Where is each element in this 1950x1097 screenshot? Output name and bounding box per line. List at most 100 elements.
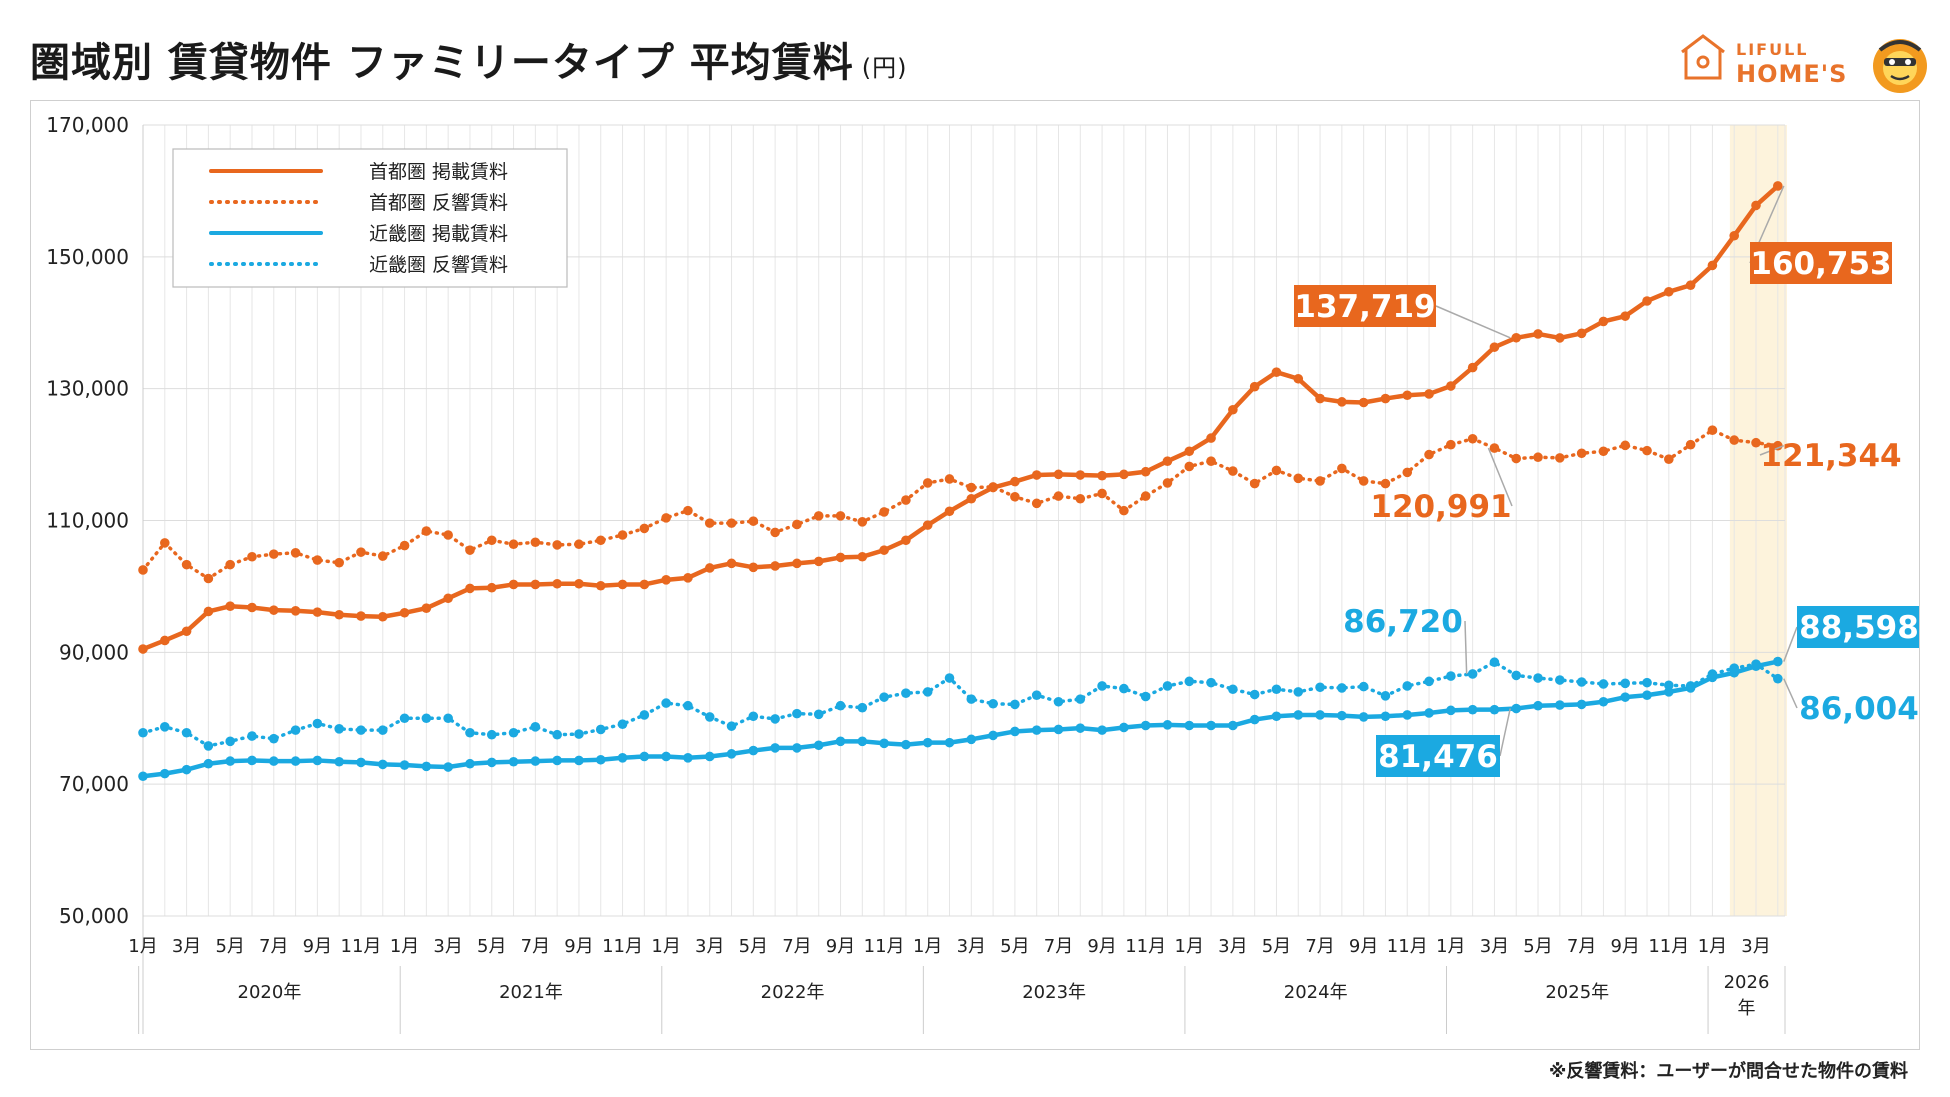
y-tick-label: 170,000 (46, 113, 129, 137)
data-point-series-2 (508, 756, 519, 767)
x-tick-label: 7月 (782, 936, 811, 957)
x-tick-label: 7月 (259, 936, 288, 957)
data-point-series-2 (1249, 714, 1260, 725)
x-tick-label: 11月 (1648, 936, 1689, 957)
data-point-series-1 (1467, 433, 1478, 444)
data-point-series-3 (465, 727, 475, 738)
data-point-series-1 (334, 557, 344, 568)
data-point-series-2 (704, 751, 715, 762)
data-point-series-1 (1075, 493, 1086, 504)
callout-label: 86,004 (1799, 691, 1919, 727)
data-point-series-2 (1075, 723, 1086, 733)
chart-frame: 50,000 70,000 90,000 110,000 130,000 150,000 1… (30, 100, 1920, 1050)
data-point-series-3 (748, 711, 759, 722)
data-point-series-3 (1380, 691, 1391, 701)
data-point-series-0 (421, 603, 432, 613)
data-point-series-3 (181, 727, 192, 738)
data-point-series-1 (1119, 505, 1129, 516)
data-point-series-1 (1620, 440, 1631, 451)
data-point-series-3 (879, 692, 889, 702)
data-point-series-2 (988, 730, 998, 741)
data-point-series-1 (1576, 448, 1587, 459)
x-tick-label: 9月 (303, 936, 332, 957)
legend-label: 首都圏 掲載賃料 (369, 161, 508, 183)
logo-line1: LIFULL (1736, 40, 1808, 59)
data-point-series-1 (683, 505, 693, 516)
data-point-series-2 (138, 771, 148, 782)
data-point-series-1 (595, 535, 606, 546)
data-point-series-3 (901, 688, 911, 699)
data-point-series-0 (1097, 470, 1107, 481)
data-point-series-2 (1598, 696, 1609, 707)
data-point-series-0 (966, 493, 977, 504)
data-point-series-3 (661, 698, 671, 708)
data-point-series-0 (574, 578, 584, 589)
data-point-series-1 (225, 559, 235, 570)
data-point-series-2 (247, 755, 257, 766)
data-point-series-2 (159, 768, 170, 779)
data-point-series-2 (1467, 704, 1478, 715)
data-point-series-0 (1707, 260, 1718, 271)
data-point-series-2 (813, 740, 824, 751)
data-point-series-3 (312, 718, 323, 729)
legend-label: 近畿圏 反響賃料 (369, 254, 508, 276)
data-point-series-2 (1228, 720, 1238, 731)
data-point-series-3 (1424, 676, 1434, 687)
data-point-series-3 (1467, 669, 1478, 679)
footnote: ※反響賃料：ユーザーが問合せた物件の賃料 (1548, 1061, 1908, 1082)
data-point-series-2 (966, 734, 977, 745)
x-tick-label: 7月 (1044, 936, 1073, 957)
data-point-series-3 (1751, 659, 1761, 669)
data-point-series-1 (486, 535, 497, 546)
data-point-series-1 (377, 551, 388, 561)
data-point-series-1 (1337, 463, 1347, 474)
data-point-series-0 (639, 579, 650, 590)
data-point-series-3 (1358, 681, 1369, 692)
data-point-series-0 (617, 579, 628, 590)
data-point-series-2 (1446, 705, 1456, 716)
data-point-series-2 (1053, 724, 1064, 735)
data-point-series-2 (268, 756, 279, 766)
data-point-series-2 (595, 754, 606, 765)
data-point-series-2 (726, 749, 737, 759)
data-point-series-3 (944, 673, 955, 683)
data-point-series-0 (901, 535, 911, 546)
x-tick-label: 1月 (390, 936, 419, 957)
data-point-series-1 (1751, 437, 1761, 448)
data-point-series-2 (443, 762, 453, 772)
data-point-series-2 (1555, 700, 1565, 710)
data-point-series-1 (1511, 453, 1522, 464)
series-line-0 (140, 183, 1781, 652)
x-tick-label: 1月 (913, 936, 942, 957)
data-point-series-3 (813, 709, 824, 720)
y-tick-label: 90,000 (59, 640, 129, 664)
data-point-series-0 (813, 556, 824, 567)
year-label-2021年: 2021年 (499, 982, 563, 1003)
data-point-series-2 (1337, 710, 1347, 721)
legend-label: 近畿圏 掲載賃料 (369, 223, 508, 245)
data-point-series-1 (574, 539, 584, 550)
data-point-series-3 (1075, 694, 1086, 704)
data-point-series-3 (966, 694, 977, 704)
data-point-series-1 (726, 518, 737, 528)
data-point-series-0 (595, 580, 606, 591)
data-point-series-0 (508, 579, 519, 590)
data-point-series-0 (1598, 316, 1609, 327)
data-point-series-1 (1140, 491, 1151, 501)
x-tick-label: 5月 (477, 936, 506, 957)
data-point-series-3 (1315, 682, 1325, 693)
data-point-series-0 (748, 562, 759, 573)
data-point-series-0 (704, 563, 715, 573)
data-point-series-1 (617, 530, 628, 540)
x-tick-label: 1月 (1698, 936, 1727, 957)
data-point-series-3 (1206, 677, 1216, 688)
x-tick-label: 5月 (215, 936, 244, 957)
x-tick-label: 9月 (1349, 936, 1378, 957)
data-point-series-2 (1533, 700, 1543, 711)
data-point-series-3 (1228, 684, 1238, 695)
data-point-series-0 (1206, 433, 1216, 443)
data-point-series-1 (356, 547, 366, 557)
x-tick-label: 7月 (1567, 936, 1596, 957)
callout-label: 88,598 (1799, 610, 1919, 646)
data-point-series-2 (1162, 720, 1173, 730)
